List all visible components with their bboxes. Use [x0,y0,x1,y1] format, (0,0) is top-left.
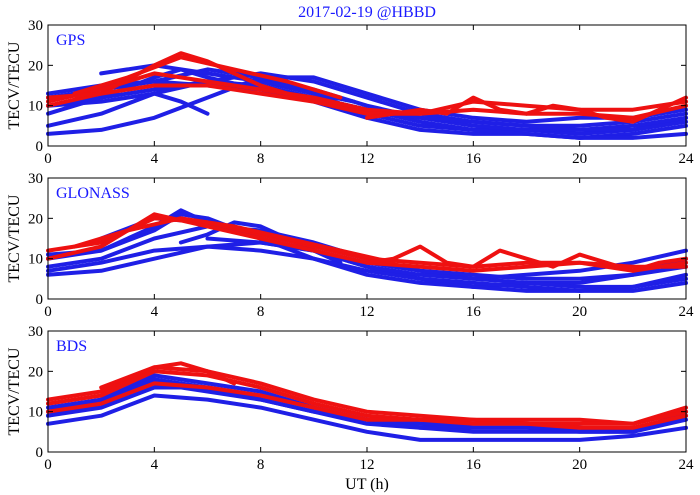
x-tick-label: 20 [572,457,587,473]
y-tick-label: 20 [28,211,43,227]
panel-label-glonass: GLONASS [56,185,130,202]
x-tick-label: 24 [679,457,695,473]
x-tick-label: 20 [572,151,587,167]
series-line-red-8 [99,361,237,390]
y-tick-label: 0 [36,292,44,308]
x-tick-label: 4 [151,457,159,473]
chart-title: 2017-02-19 @HBBD [298,4,436,21]
y-tick-label: 30 [28,171,43,187]
x-tick-label: 24 [679,151,695,167]
series-line-red-10 [46,71,688,120]
y-tick-label: 30 [28,18,43,34]
panel-glonass: 0 4 8 12 16 20 24 0 10 20 30 TECV/TECU GLONASS [6,171,694,320]
series-line-blue-4 [46,91,210,116]
y-tick-label: 10 [28,252,43,268]
x-tick-label: 4 [151,304,159,320]
x-tick-label: 16 [466,151,482,167]
panel-label-gps: GPS [56,32,85,49]
series-line-blue-3 [46,75,688,136]
panel-label-bds: BDS [56,338,87,355]
x-tick-label: 8 [257,457,265,473]
y-tick-label: 20 [28,58,43,74]
y-tick-label: 10 [28,405,43,421]
x-tick-label: 16 [466,304,482,320]
panels: 0 4 8 12 16 20 24 0 10 20 30 TECV/TECU GPS 0 4 8 12 16 20 2… [6,18,694,473]
series-line-red-10 [72,216,396,265]
panel-bds: 0 4 8 12 16 20 24 0 10 20 30 TECV/TECU BDS [6,324,694,473]
y-tick-label: 0 [36,139,44,155]
y-tick-label: 30 [28,324,43,340]
y-axis-label: TECV/TECU [6,347,23,435]
x-tick-label: 0 [44,457,52,473]
series-line-blue-1 [46,393,688,442]
x-tick-label: 8 [257,151,265,167]
x-axis-label: UT (h) [345,476,389,493]
x-tick-label: 12 [360,151,375,167]
x-tick-label: 12 [360,304,375,320]
x-tick-label: 0 [44,304,52,320]
y-tick-label: 0 [36,445,44,461]
x-tick-label: 16 [466,457,482,473]
series-line-blue-6 [46,244,688,293]
series-line-blue-5 [99,63,356,104]
y-axis-label: TECV/TECU [6,194,23,282]
x-tick-label: 8 [257,304,265,320]
x-tick-label: 12 [360,457,375,473]
panel-gps: 0 4 8 12 16 20 24 0 10 20 30 TECV/TECU GPS [6,18,694,167]
y-axis-label: TECV/TECU [6,41,23,129]
x-tick-label: 20 [572,304,587,320]
series-line-red-7 [46,381,688,430]
y-tick-label: 20 [28,364,43,380]
y-tick-label: 10 [28,99,43,115]
series-line-red-6 [46,369,688,426]
series-line-red-12 [72,55,343,100]
x-tick-label: 24 [679,304,695,320]
series-line-red-11 [365,244,688,273]
x-tick-label: 4 [151,151,159,167]
series-line-red-13 [365,95,688,124]
x-tick-label: 0 [44,151,52,167]
